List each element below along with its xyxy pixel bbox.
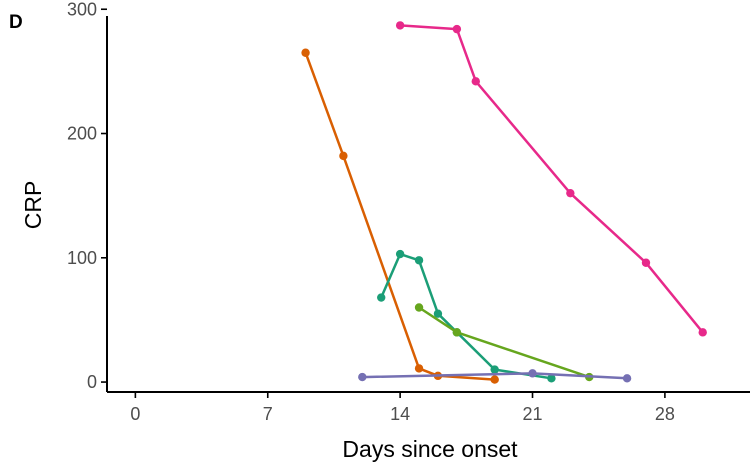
data-point	[358, 372, 367, 382]
plot-area	[301, 21, 707, 384]
data-point	[433, 309, 443, 318]
data-point	[377, 293, 386, 302]
data-point	[622, 374, 632, 383]
series-line	[304, 52, 495, 381]
data-point	[698, 328, 707, 337]
series-5	[358, 369, 632, 383]
data-point	[547, 374, 556, 383]
data-point	[490, 375, 499, 384]
data-point	[301, 48, 310, 57]
data-point	[414, 303, 424, 312]
x-tick-label: 21	[522, 404, 542, 424]
series-line	[418, 306, 590, 379]
data-point	[452, 24, 462, 34]
data-point	[414, 364, 424, 373]
series-1	[301, 48, 499, 384]
y-axis-title: CRP	[20, 181, 46, 230]
data-point	[395, 249, 405, 259]
series-line	[380, 252, 552, 380]
y-tick-label: 200	[67, 124, 97, 144]
y-tick-label: 300	[67, 0, 97, 19]
x-tick-label: 0	[130, 404, 140, 424]
series-3	[377, 249, 556, 383]
y-tick-label: 100	[67, 248, 97, 268]
data-point	[566, 188, 575, 198]
series-line	[400, 24, 704, 334]
data-point	[641, 258, 651, 267]
data-point	[471, 77, 480, 86]
data-point	[395, 21, 405, 30]
x-axis-title: Days since onset	[342, 436, 518, 462]
y-tick-label: 0	[87, 372, 97, 392]
x-tick-label: 7	[263, 404, 273, 424]
data-point	[339, 151, 348, 161]
data-point	[414, 256, 424, 265]
axes: 0 100 200 300 0 7 14 21 28	[67, 0, 750, 424]
x-tick-label: 28	[655, 404, 675, 424]
data-point	[452, 328, 462, 337]
series-2	[395, 21, 707, 337]
x-tick-label: 14	[390, 404, 410, 424]
data-point	[490, 365, 499, 374]
data-point	[528, 369, 537, 378]
panel-label: D	[9, 12, 23, 33]
